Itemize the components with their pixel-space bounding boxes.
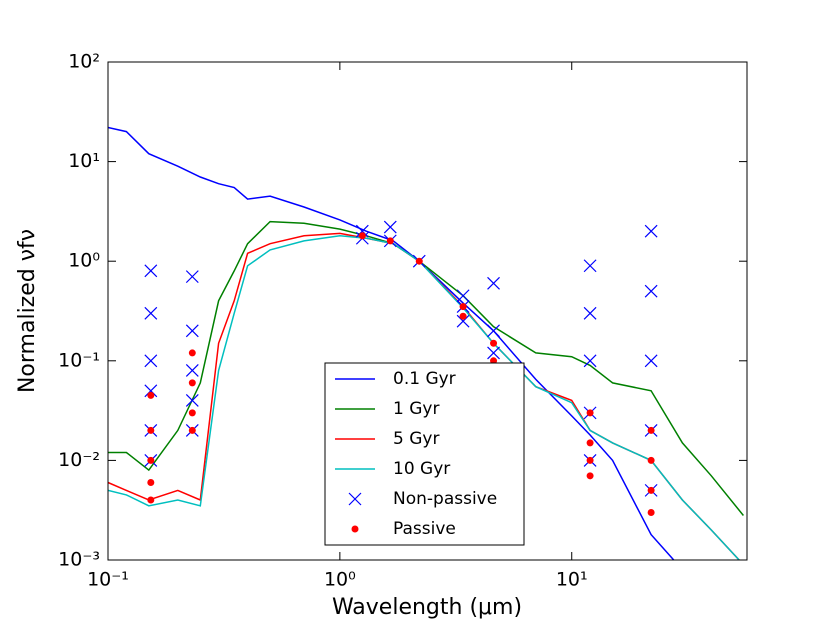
passive-marker xyxy=(647,508,655,516)
passive-marker xyxy=(188,349,196,357)
passive-marker xyxy=(147,426,155,434)
passive-marker xyxy=(147,456,155,464)
y-tick-label: 10⁰ xyxy=(68,250,100,272)
non-passive-marker xyxy=(583,354,597,368)
legend-box xyxy=(324,362,525,546)
passive-marker xyxy=(188,379,196,387)
non-passive-marker xyxy=(644,284,658,298)
x-tick-label: 10⁰ xyxy=(324,569,356,591)
non-passive-marker xyxy=(583,259,597,273)
y-tick-label: 10⁻³ xyxy=(58,549,100,571)
passive-marker xyxy=(647,426,655,434)
plot-layer xyxy=(108,126,744,560)
legend-label: 5 Gyr xyxy=(393,429,439,449)
y-axis-label: Normalized νfν xyxy=(15,229,40,393)
non-passive-marker xyxy=(144,264,158,278)
non-passive-marker xyxy=(144,306,158,320)
passive-marker xyxy=(586,472,594,480)
non-passive-marker xyxy=(185,270,199,284)
x-tick-label: 10⁻¹ xyxy=(87,569,129,591)
y-tick-label: 10² xyxy=(68,51,100,73)
passive-marker xyxy=(358,232,366,240)
non-passive-marker xyxy=(383,220,397,234)
passive-marker xyxy=(586,409,594,417)
passive-marker xyxy=(459,312,467,320)
non-passive-marker xyxy=(644,224,658,238)
non-passive-marker xyxy=(355,224,369,238)
plot-frame xyxy=(107,61,748,561)
passive-marker xyxy=(147,391,155,399)
passive-marker xyxy=(188,409,196,417)
non-passive-marker xyxy=(456,314,470,328)
legend-label: 1 Gyr xyxy=(393,399,439,419)
sed-line xyxy=(108,235,741,560)
passive-marker xyxy=(490,339,498,347)
passive-marker xyxy=(415,257,423,265)
y-tick-label: 10⁻² xyxy=(58,449,100,471)
non-passive-marker xyxy=(583,306,597,320)
x-axis-label: Wavelength (μm) xyxy=(332,595,522,620)
non-passive-marker xyxy=(185,324,199,338)
legend-label: 10 Gyr xyxy=(393,459,450,479)
legend-label: 0.1 Gyr xyxy=(393,369,456,389)
passive-marker xyxy=(351,525,359,533)
non-passive-marker xyxy=(185,364,199,377)
non-passive-marker xyxy=(487,324,500,338)
passive-marker xyxy=(459,303,467,311)
non-passive-marker xyxy=(456,289,470,303)
passive-marker xyxy=(586,456,594,464)
passive-marker xyxy=(647,486,655,494)
non-passive-marker xyxy=(348,492,362,506)
x-tick-label: 10¹ xyxy=(556,569,588,591)
sed-line xyxy=(108,126,675,560)
non-passive-marker xyxy=(487,346,500,360)
passive-marker xyxy=(386,237,394,245)
passive-marker xyxy=(188,426,196,434)
legend-label: Non-passive xyxy=(393,489,497,509)
non-passive-marker xyxy=(185,394,199,407)
passive-marker xyxy=(147,496,155,504)
passive-marker xyxy=(147,478,155,486)
non-passive-marker xyxy=(144,384,158,398)
y-tick-label: 10¹ xyxy=(68,150,100,172)
non-passive-marker xyxy=(144,354,158,368)
non-passive-marker xyxy=(487,276,500,290)
y-tick-label: 10⁻¹ xyxy=(58,349,100,371)
passive-marker xyxy=(586,439,594,447)
passive-marker xyxy=(647,456,655,464)
sed-line xyxy=(108,220,744,516)
non-passive-marker xyxy=(644,354,658,368)
legend-label: Passive xyxy=(393,519,456,539)
